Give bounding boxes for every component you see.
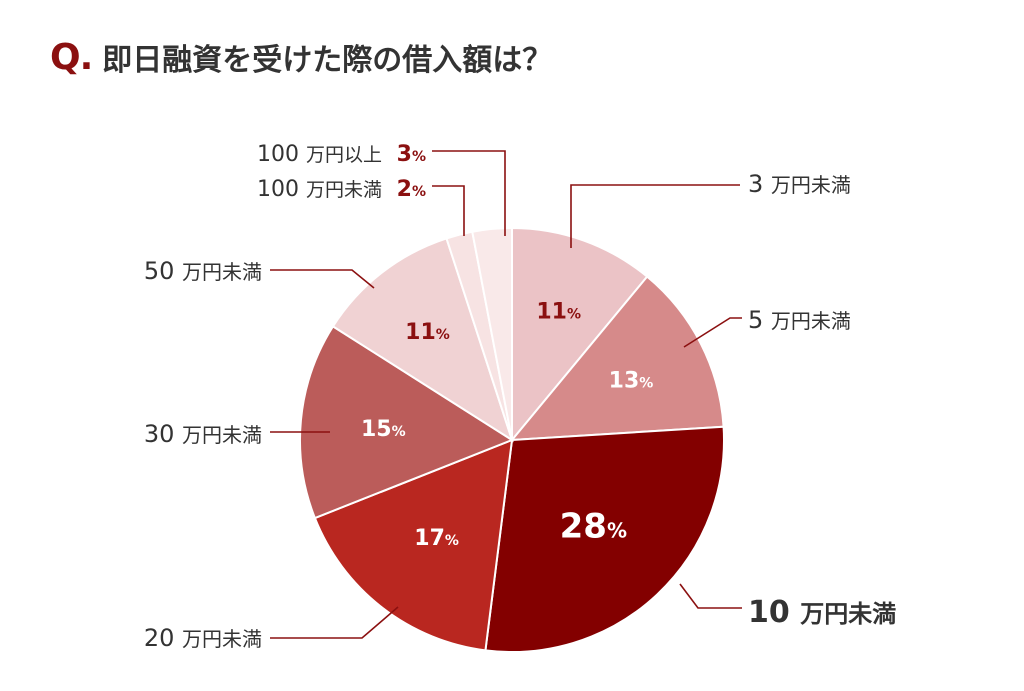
title-row: Q. 即日融資を受けた際の借入額は？ [50, 32, 552, 82]
category-label: 50 万円未満 [144, 257, 262, 285]
category-label: 10 万円未満 [748, 595, 896, 630]
slice-percent-label: 3% [397, 142, 426, 167]
pie-slice [313, 438, 514, 652]
pie-slice [471, 226, 513, 441]
question-mark-icon: Q. [50, 36, 93, 78]
pie-slice [484, 425, 725, 653]
pie-slices [299, 226, 725, 653]
pie-slice [299, 325, 515, 520]
pie-labels: 11% 3 万円未満 13% 5 万円未満 28% 10 万円未満 17% 20 万円未満 15… [144, 142, 896, 652]
callout-line [683, 317, 742, 348]
callout-line [432, 150, 506, 236]
pie-slice [511, 226, 649, 443]
callout-line [270, 269, 375, 289]
category-label: 3 万円未満 [748, 170, 851, 198]
slice-percent-label: 2% [397, 177, 426, 202]
category-label: 100 万円以上 [257, 142, 382, 167]
category-label: 20 万円未満 [144, 624, 262, 652]
category-label: 100 万円未満 [257, 177, 382, 202]
slice-percent-label: 11% [536, 299, 581, 324]
slice-percent-label: 13% [609, 368, 654, 393]
slice-percent-label: 15% [361, 417, 406, 442]
pie-slice [331, 237, 514, 443]
callout-line [679, 583, 742, 609]
slice-percent-label: 28% [560, 507, 627, 547]
slice-percent-label: 11% [405, 320, 450, 345]
callout-line [570, 184, 740, 248]
callout-line [270, 606, 399, 639]
pie-slice [509, 275, 725, 442]
category-label: 5 万円未満 [748, 306, 851, 334]
category-label: 30 万円未満 [144, 420, 262, 448]
slice-percent-label: 17% [414, 526, 459, 551]
callout-line [432, 185, 465, 236]
chart-title: 即日融資を受けた際の借入額は？ [102, 43, 553, 78]
callout-lines [270, 150, 742, 639]
